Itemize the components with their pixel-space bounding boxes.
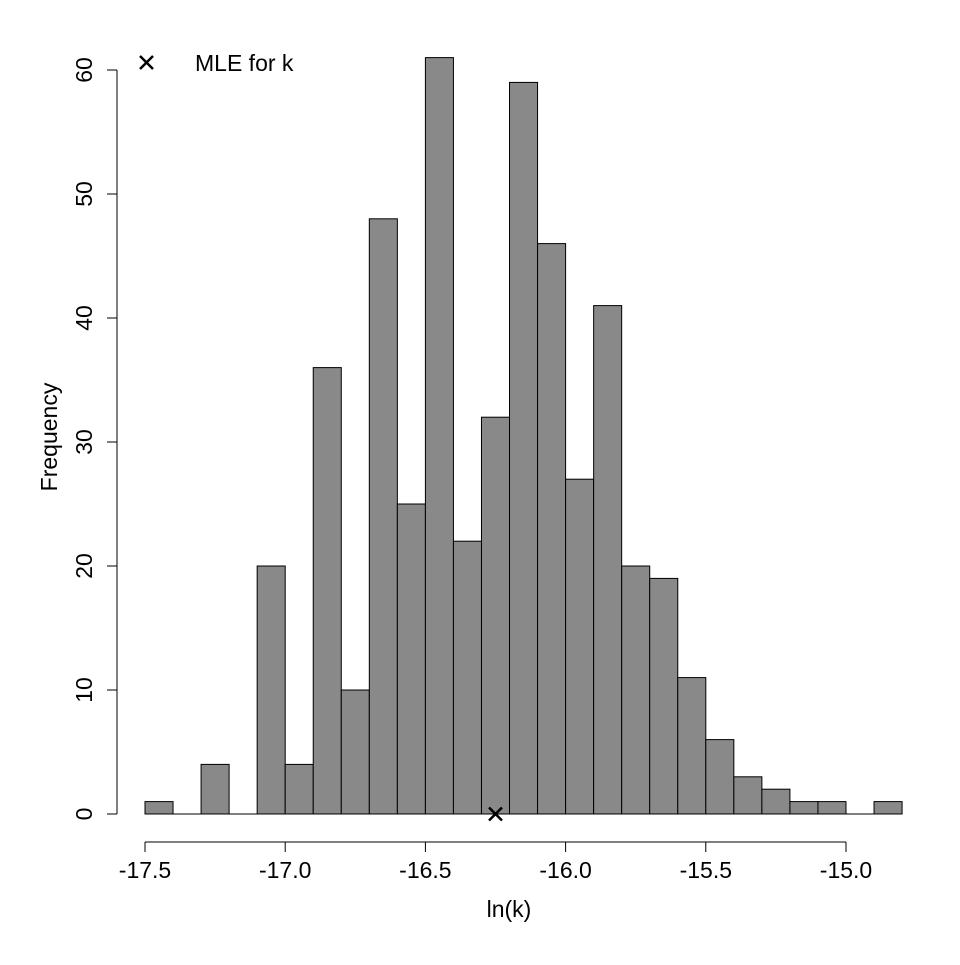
histogram-bar xyxy=(705,739,735,815)
y-tick-label: 30 xyxy=(71,429,97,455)
histogram-bar xyxy=(144,801,174,815)
histogram-bar xyxy=(312,367,342,815)
histogram-bar xyxy=(621,565,651,815)
bars-group xyxy=(144,57,903,815)
histogram-bar xyxy=(368,218,398,815)
histogram-bar xyxy=(873,801,903,815)
x-tick-label: -16.5 xyxy=(399,857,451,883)
y-tick-label: 60 xyxy=(71,57,97,83)
y-tick-label: 20 xyxy=(71,553,97,579)
histogram-bar xyxy=(649,577,679,815)
x-axis-label: ln(k) xyxy=(487,896,532,922)
y-tick-label: 50 xyxy=(71,181,97,207)
histogram-bar xyxy=(452,540,482,815)
histogram-bar xyxy=(424,57,454,815)
histogram-bar xyxy=(565,478,595,815)
x-axis: -17.5 -17.0 -16.5 -16.0 -15.5 -15.0 xyxy=(119,841,872,883)
histogram-bar xyxy=(677,677,707,815)
mle-x-icon xyxy=(488,806,503,822)
x-tick-label: -15.5 xyxy=(680,857,732,883)
y-tick-label: 10 xyxy=(71,677,97,703)
y-axis-label: Frequency xyxy=(36,382,62,491)
y-tick-label: 40 xyxy=(71,305,97,331)
legend-label: MLE for k xyxy=(195,50,294,76)
x-tick-label: -17.5 xyxy=(119,857,171,883)
histogram-bar xyxy=(509,81,539,815)
x-tick-label: -15.0 xyxy=(820,857,872,883)
histogram-bar xyxy=(761,788,791,815)
histogram-bar xyxy=(200,763,230,815)
legend: MLE for k xyxy=(139,50,294,76)
histogram-bar xyxy=(256,565,286,815)
histogram-bar xyxy=(537,243,567,815)
mle-marker xyxy=(488,806,503,822)
histogram-bar xyxy=(340,689,370,815)
histogram-bar xyxy=(817,801,847,815)
histogram-bar xyxy=(789,801,819,815)
y-axis: 0 10 20 30 40 50 60 xyxy=(71,57,118,821)
y-tick-label: 0 xyxy=(71,808,97,821)
x-tick-label: -16.0 xyxy=(539,857,591,883)
x-tick-label: -17.0 xyxy=(259,857,311,883)
histogram-bar xyxy=(396,503,426,815)
legend-x-marker-icon xyxy=(139,55,154,70)
histogram-bar xyxy=(733,776,763,815)
histogram-bar xyxy=(593,305,623,815)
histogram-bar xyxy=(284,763,314,815)
histogram-bar xyxy=(480,416,511,815)
